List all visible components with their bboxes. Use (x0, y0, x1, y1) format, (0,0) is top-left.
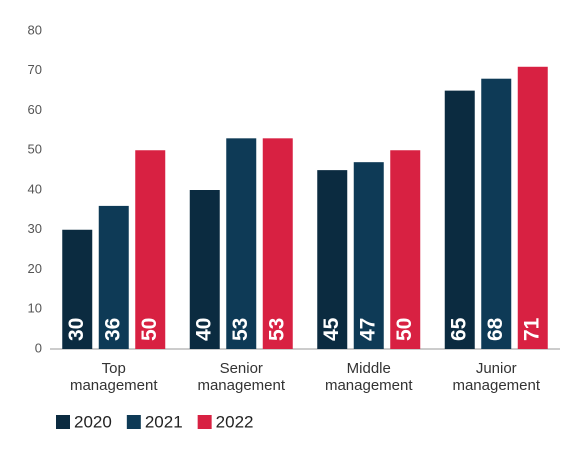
legend-label: 2020 (74, 412, 112, 431)
bar (226, 138, 257, 349)
bar (262, 138, 293, 349)
value-label: 50 (138, 318, 161, 341)
bar (317, 170, 348, 349)
bar (353, 162, 384, 349)
y-tick-label: 0 (35, 340, 42, 355)
x-tick-label: Top management (69, 360, 158, 394)
bar (189, 190, 220, 349)
x-tick-label: Middle management (324, 360, 413, 394)
value-label: 53 (265, 318, 288, 341)
legend-swatch (126, 415, 141, 429)
value-label: 65 (447, 317, 470, 341)
y-tick-label: 20 (28, 261, 42, 276)
value-label: 50 (393, 318, 416, 341)
y-tick-label: 70 (28, 62, 42, 77)
value-label: 45 (320, 317, 343, 341)
legend-label: 2021 (145, 412, 183, 431)
y-tick-label: 50 (28, 142, 42, 157)
x-tick-label: Senior management (197, 360, 286, 394)
legend-swatch (197, 415, 212, 429)
value-label: 40 (192, 318, 215, 341)
bar (517, 66, 548, 350)
value-label: 71 (520, 317, 543, 341)
bar (444, 90, 475, 349)
legend-label: 2022 (216, 412, 254, 431)
y-tick-label: 60 (28, 102, 42, 117)
bar (135, 150, 166, 349)
value-label: 36 (101, 318, 124, 341)
bar (481, 78, 512, 349)
bar (98, 205, 129, 349)
legend-swatch (56, 415, 70, 429)
y-tick-label: 80 (28, 22, 42, 37)
x-tick-label: Junior management (452, 360, 541, 394)
value-label: 68 (484, 317, 507, 341)
value-label: 47 (356, 318, 379, 341)
y-tick-label: 40 (28, 181, 42, 196)
value-label: 53 (229, 318, 252, 341)
y-tick-label: 10 (28, 301, 42, 316)
bar (390, 150, 421, 349)
value-label: 30 (65, 318, 88, 341)
bar (62, 229, 93, 349)
y-tick-label: 30 (28, 221, 42, 236)
